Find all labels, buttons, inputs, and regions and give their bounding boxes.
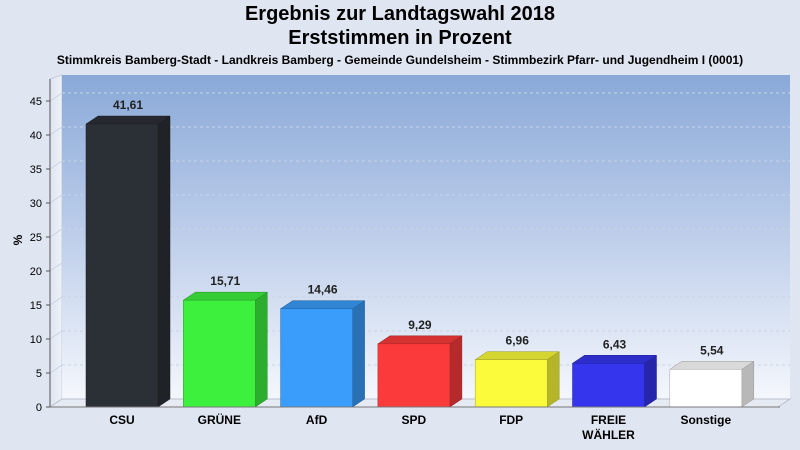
bar-front [280, 308, 353, 408]
bar-freie-wähler [571, 354, 658, 408]
y-axis-label: % [11, 234, 25, 245]
bar-top [279, 300, 366, 309]
x-tick-label: FREIE [591, 413, 626, 427]
bar-side [352, 300, 365, 408]
x-tick-label: GRÜNE [198, 412, 241, 427]
x-tick-label: AfD [306, 413, 328, 427]
x-tick-label: SPD [402, 413, 427, 427]
gridline-side [49, 194, 63, 204]
bar-front [85, 123, 159, 408]
y-tick-label: 5 [36, 368, 42, 380]
bar-sonstige [668, 360, 755, 408]
y-tick-label: 0 [36, 402, 42, 414]
x-tick-label: Sonstige [680, 413, 731, 427]
bar-front [669, 369, 743, 408]
plot-side-wall [49, 74, 63, 408]
bar-top [182, 291, 269, 301]
gridline-side [49, 160, 63, 170]
data-label: 14,46 [308, 283, 338, 297]
y-tick-label: 15 [30, 300, 42, 312]
bar-side [449, 335, 463, 408]
bar-top [474, 351, 561, 360]
y-tick-label: 20 [30, 266, 42, 278]
y-tick-label: 45 [30, 96, 42, 108]
chart-subtitle: Erststimmen in Prozent [288, 27, 512, 49]
bar-top [571, 355, 658, 364]
bar-front [377, 343, 451, 408]
gridline-side [49, 262, 63, 272]
bar-grüne [182, 291, 269, 408]
bar-afd [279, 300, 366, 408]
x-tick-label: CSU [109, 413, 134, 427]
gridline-side [49, 330, 63, 340]
gridline-side [49, 228, 63, 238]
bar-side [255, 291, 268, 408]
gridline-side [49, 296, 63, 306]
bar-top [85, 115, 171, 125]
bar-top [668, 361, 755, 370]
bar-top [377, 335, 463, 345]
bar-front [474, 359, 548, 408]
y-tick-label: 35 [30, 164, 42, 176]
data-label: 5,54 [700, 343, 724, 357]
bar-front [572, 363, 645, 408]
gridline-side [49, 126, 63, 136]
y-tick-label: 25 [30, 232, 42, 244]
data-label: 15,71 [210, 274, 240, 288]
bar-csu [85, 115, 171, 408]
x-tick-label: FDP [499, 413, 523, 427]
chart-title: Ergebnis zur Landtagswahl 2018 [244, 3, 556, 25]
y-tick-label: 40 [30, 130, 42, 142]
y-tick-label: 30 [30, 198, 42, 210]
bar-spd [377, 335, 463, 408]
data-label: 6,43 [603, 337, 627, 351]
bar-front [183, 299, 256, 408]
data-label: 6,96 [506, 334, 530, 348]
bar-side [546, 351, 560, 408]
data-label: 41,61 [113, 98, 143, 112]
gridline-side [49, 364, 63, 374]
data-label: 9,29 [408, 318, 432, 332]
x-tick-label: WÄHLER [582, 427, 635, 442]
bar-side [157, 115, 171, 408]
gridline-side [49, 92, 63, 102]
chart-region-caption: Stimmkreis Bamberg-Stadt - Landkreis Bam… [56, 53, 744, 67]
bar-side [644, 354, 657, 408]
y-tick-label: 10 [30, 334, 42, 346]
bar-fdp [474, 351, 561, 408]
